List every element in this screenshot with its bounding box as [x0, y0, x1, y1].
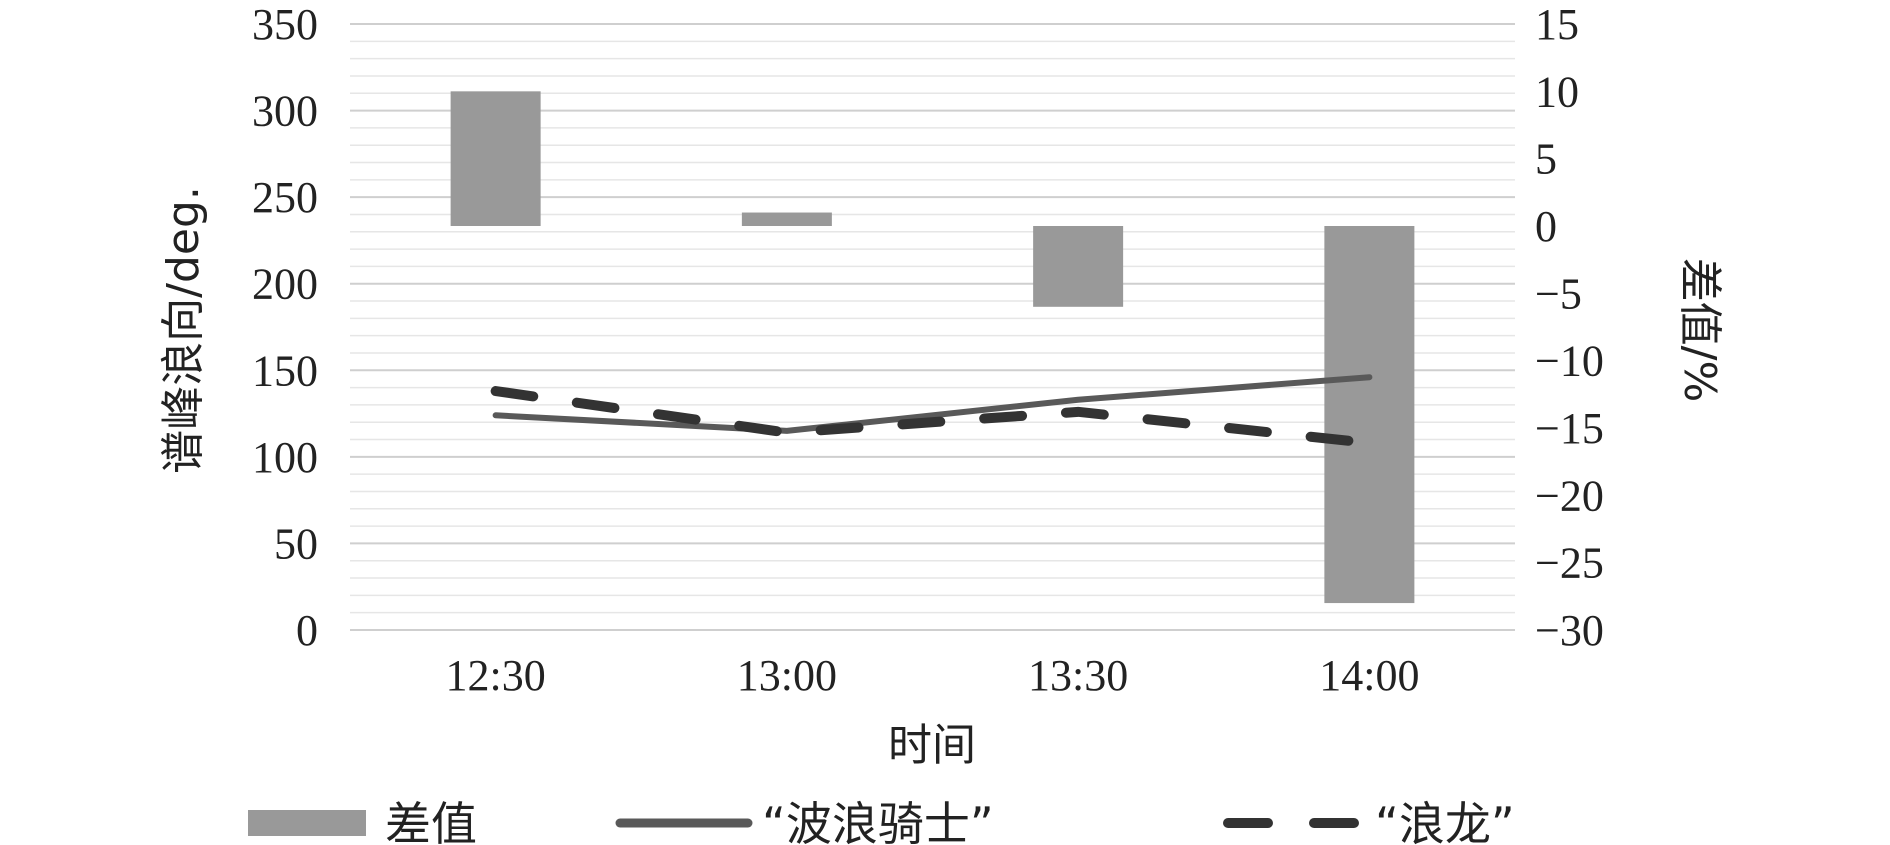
left-tick-label: 350 — [252, 0, 318, 49]
legend-item-wave-knight: “波浪骑士” — [615, 797, 994, 845]
bar-diff — [741, 212, 832, 226]
bar-diff — [1033, 226, 1124, 307]
legend: 差值 “波浪骑士” “浪龙” — [248, 797, 1515, 845]
right-axis-label: 差值/% — [1674, 258, 1725, 403]
left-tick-label: 100 — [252, 433, 318, 482]
legend-label-wave-knight: “波浪骑士” — [762, 797, 994, 845]
legend-swatch-diff — [248, 810, 366, 836]
right-tick-label: 0 — [1535, 202, 1557, 251]
right-tick-label: 5 — [1535, 135, 1557, 184]
bar-series — [450, 91, 1415, 604]
legend-label-diff: 差值 — [385, 797, 477, 845]
left-axis-ticks: 0 50 100 150 200 250 300 350 — [252, 0, 318, 655]
left-tick-label: 150 — [252, 346, 318, 395]
line-wave-dragon — [490, 386, 1375, 449]
x-axis-ticks: 12:30 13:00 13:30 14:00 — [446, 651, 1420, 700]
left-tick-label: 0 — [296, 606, 318, 655]
right-tick-label: −15 — [1535, 404, 1604, 453]
bar-diff — [450, 91, 541, 226]
right-tick-label: 10 — [1535, 67, 1579, 116]
legend-item-wave-dragon: “浪龙” — [1223, 797, 1515, 845]
line-wave-knight — [492, 374, 1373, 434]
x-tick-label: 13:00 — [737, 651, 837, 700]
line-series — [490, 374, 1375, 449]
right-tick-label: −10 — [1535, 337, 1604, 386]
left-tick-label: 250 — [252, 173, 318, 222]
right-tick-label: −20 — [1535, 471, 1604, 520]
left-tick-label: 300 — [252, 87, 318, 136]
right-tick-label: 15 — [1535, 0, 1579, 49]
right-axis-ticks: −30 −25 −20 −15 −10 −5 0 5 10 15 — [1535, 0, 1604, 655]
left-axis-label: 谱峰浪向/deg. — [158, 186, 209, 474]
right-tick-label: −5 — [1535, 269, 1582, 318]
bar-diff — [1324, 226, 1415, 604]
left-tick-label: 200 — [252, 260, 318, 309]
x-tick-label: 14:00 — [1319, 651, 1419, 700]
x-tick-label: 13:30 — [1028, 651, 1128, 700]
x-axis-label: 时间 — [888, 720, 976, 771]
right-tick-label: −25 — [1535, 539, 1604, 588]
legend-label-wave-dragon: “浪龙” — [1375, 797, 1515, 845]
x-tick-label: 12:30 — [446, 651, 546, 700]
legend-item-diff: 差值 — [248, 797, 477, 845]
left-tick-label: 50 — [274, 519, 318, 568]
right-tick-label: −30 — [1535, 606, 1604, 655]
